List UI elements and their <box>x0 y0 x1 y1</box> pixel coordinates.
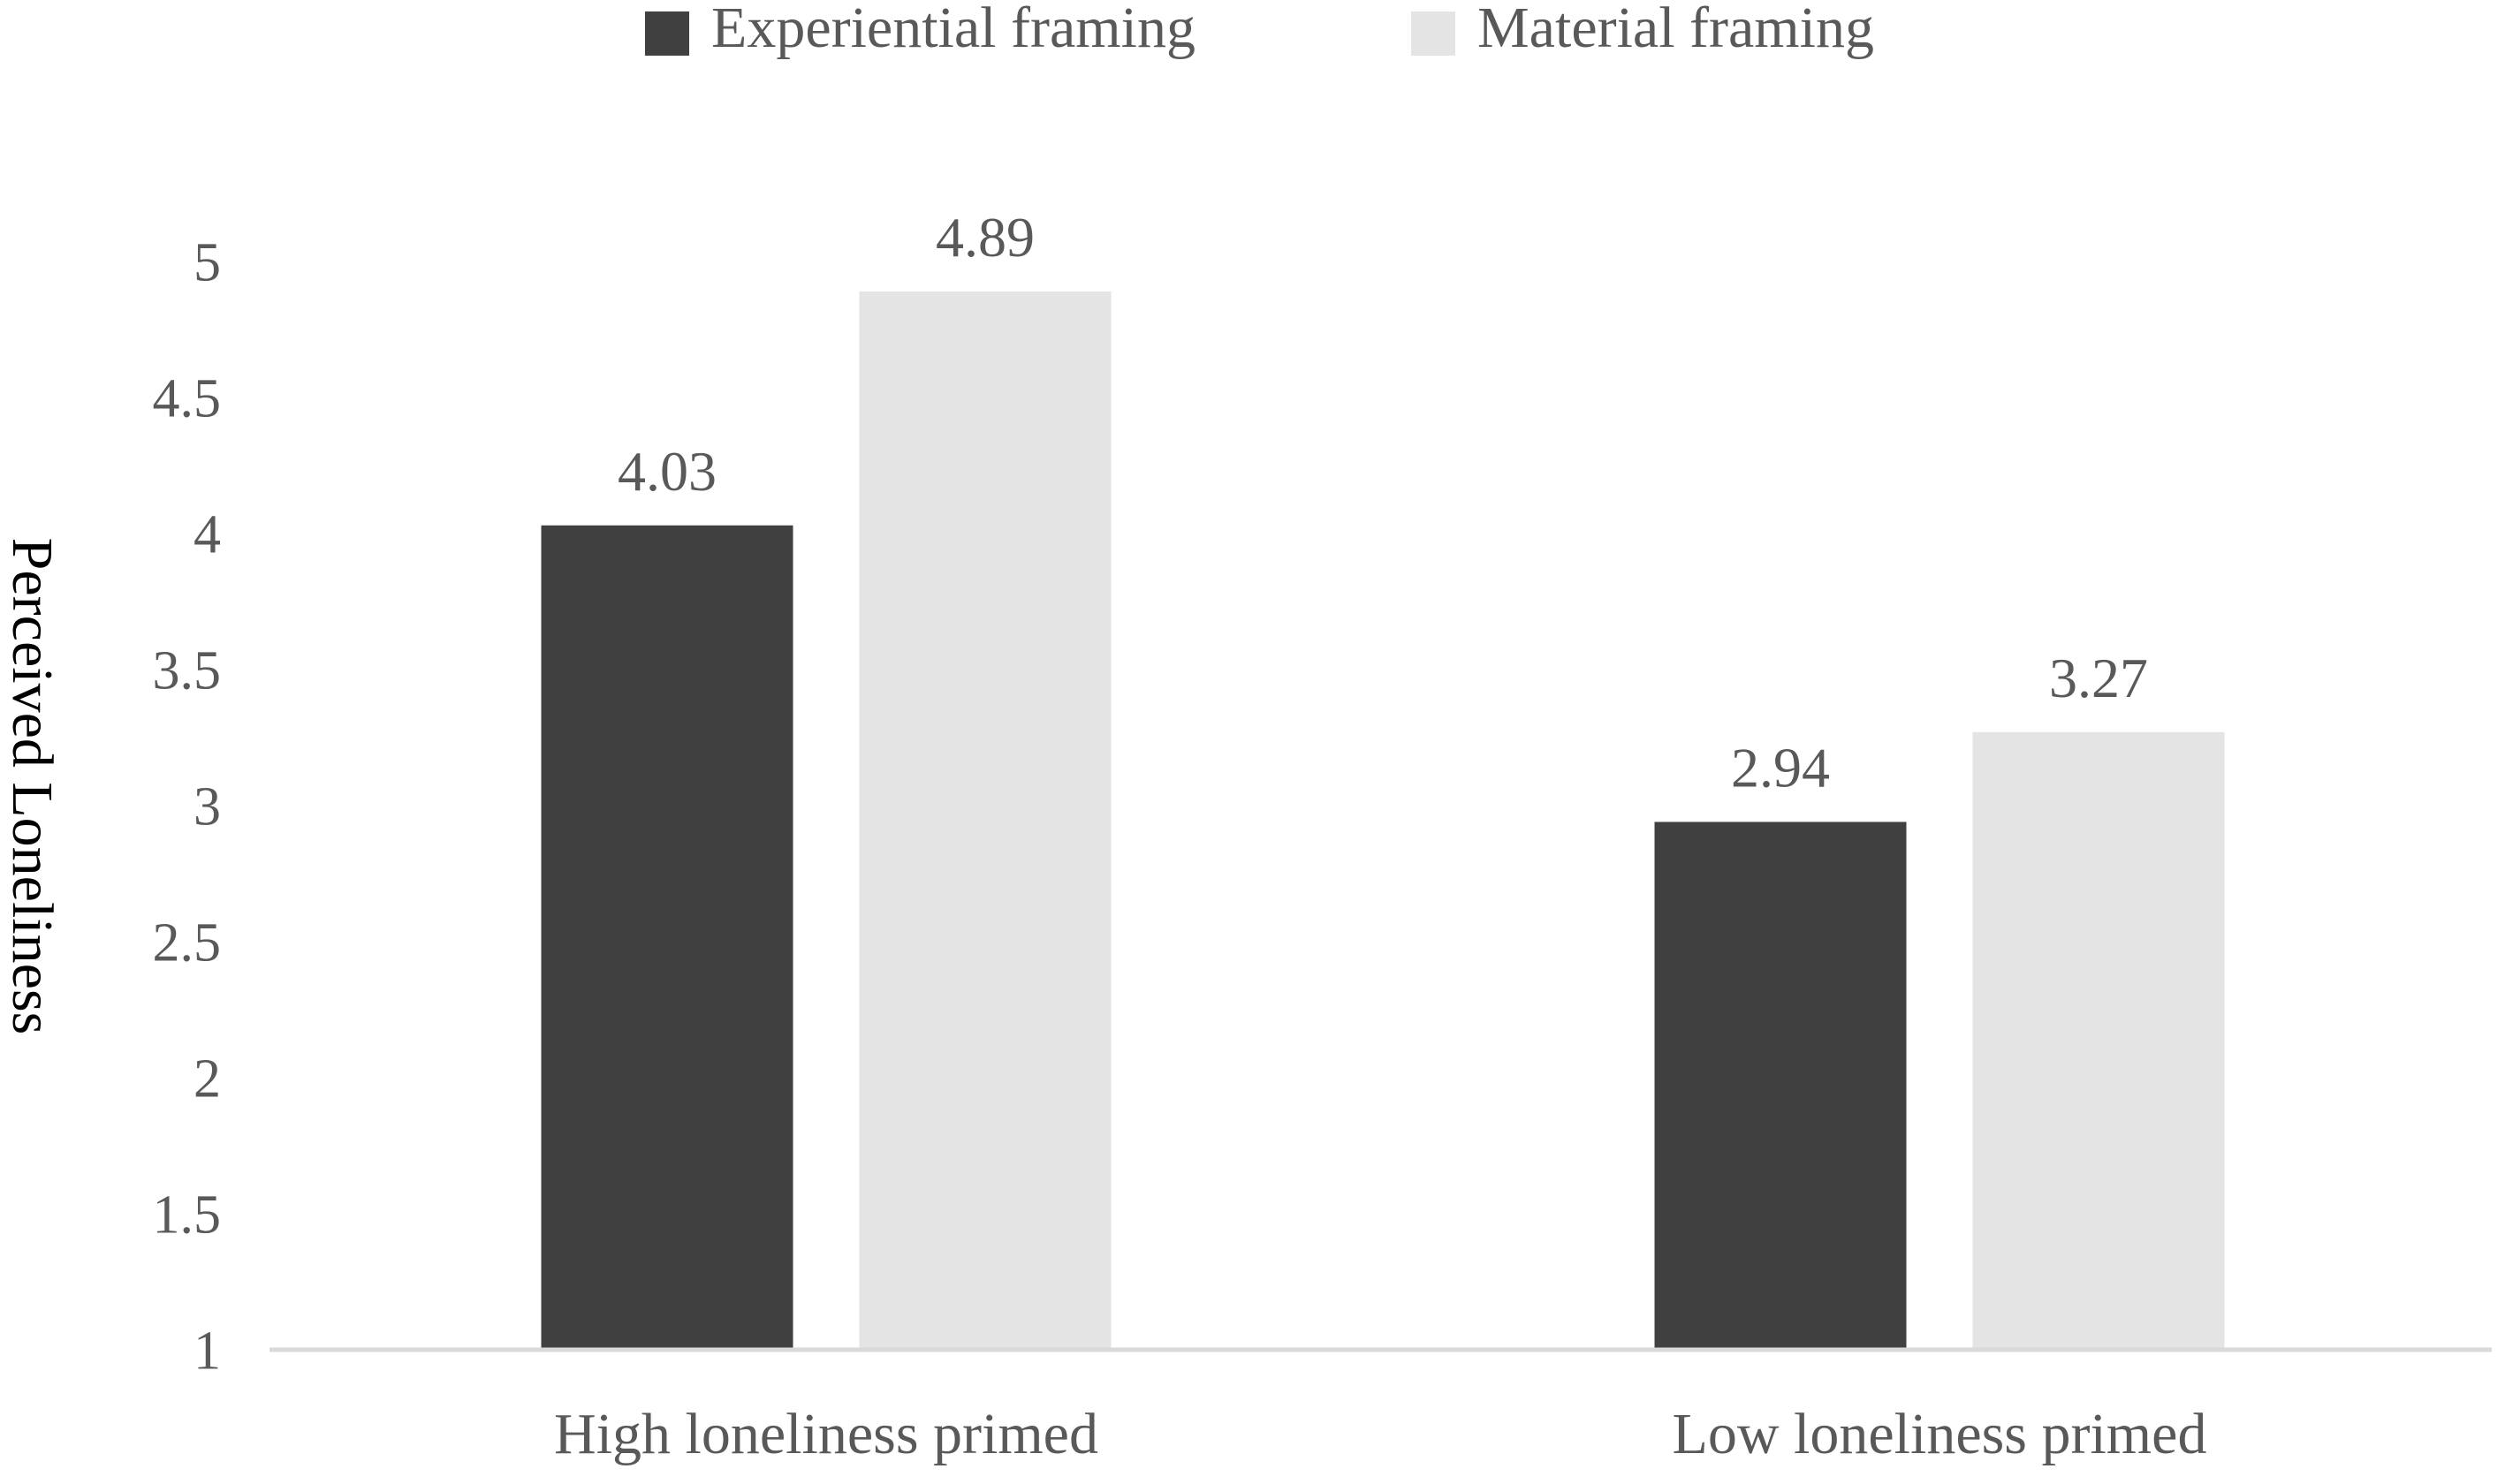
data-label: 4.89 <box>936 206 1035 269</box>
legend: Experiential framing Material framing <box>645 0 1874 60</box>
legend-label-material: Material framing <box>1477 0 1874 60</box>
y-tick-label: 4 <box>194 505 221 565</box>
bar-experiential-high <box>541 525 793 1350</box>
legend-label-experiential: Experiential framing <box>711 0 1196 60</box>
y-axis-title: Perceived Loneliness <box>0 538 65 1035</box>
bar-experiential-low <box>1654 822 1907 1350</box>
bar-material-low <box>1972 731 2225 1350</box>
legend-swatch-material <box>1411 11 1455 56</box>
y-tick-label: 3 <box>194 777 221 837</box>
bars: 4.03 2.94 4.89 3.27 <box>541 206 2225 1350</box>
legend-swatch-experiential <box>645 11 689 56</box>
y-tick-label: 2 <box>194 1049 221 1109</box>
y-tick-label: 5 <box>194 233 221 293</box>
y-tick-label: 3.5 <box>153 641 222 701</box>
data-label: 2.94 <box>1731 736 1830 799</box>
data-label: 3.27 <box>2049 647 2148 709</box>
bar-material-high <box>859 291 1112 1350</box>
x-category-label: Low loneliness primed <box>1673 1402 2207 1466</box>
y-tick-label: 2.5 <box>153 913 222 973</box>
y-tick-label: 4.5 <box>153 369 222 429</box>
y-tick-label: 1 <box>194 1321 221 1382</box>
y-axis: 1 1.5 2 2.5 3 3.5 4 4.5 5 Perceived Loneliness <box>0 233 221 1382</box>
x-axis: High loneliness primed Low loneliness pri… <box>269 1347 2492 1466</box>
y-tick-label: 1.5 <box>153 1185 222 1246</box>
data-label: 4.03 <box>618 440 717 503</box>
x-category-label: High loneliness primed <box>554 1402 1098 1466</box>
